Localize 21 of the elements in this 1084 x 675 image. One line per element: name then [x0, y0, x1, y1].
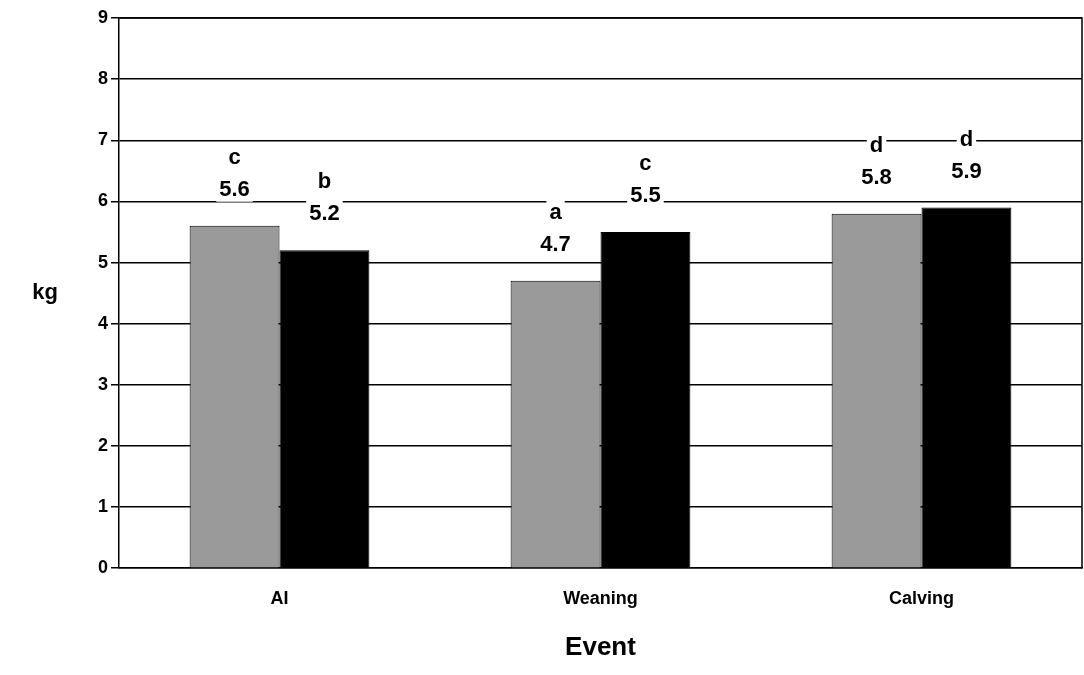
data-label: c 5.6	[219, 143, 250, 201]
data-label: a 4.7	[540, 198, 571, 256]
data-label: c 5.5	[630, 149, 661, 207]
y-tick-label: 1	[98, 496, 109, 517]
y-tick-label: 8	[98, 68, 109, 89]
x-tick-label: Weaning	[563, 587, 638, 608]
y-tick-label: 2	[98, 434, 109, 455]
x-tick-label: Calving	[888, 587, 955, 608]
data-label: d 5.8	[861, 131, 892, 189]
data-label: d 5.9	[951, 125, 982, 183]
y-tick-label: 4	[98, 312, 109, 333]
y-tick-label: 3	[98, 373, 109, 394]
y-tick-label: 7	[98, 129, 109, 150]
y-tick-label: 5	[98, 251, 109, 272]
x-tick-label: AI	[270, 587, 289, 608]
x-axis-title: Event	[565, 630, 637, 661]
y-tick-label: 6	[98, 190, 109, 211]
y-axis-title: kg	[32, 279, 58, 305]
y-tick-label: 9	[98, 6, 109, 27]
data-label: b 5.2	[309, 168, 340, 226]
y-tick-label: 0	[98, 557, 109, 578]
